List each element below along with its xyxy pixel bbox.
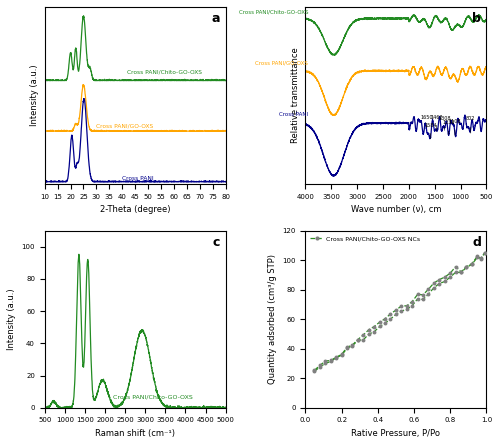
- Point: [468, 260, 476, 267]
- Point: [327, 358, 335, 365]
- Y-axis label: Relative transmittance: Relative transmittance: [291, 48, 300, 143]
- Y-axis label: Intensity (a.u.): Intensity (a.u.): [30, 65, 39, 126]
- Point: [392, 307, 400, 314]
- Text: 1308: 1308: [438, 116, 451, 130]
- Point: [376, 323, 384, 330]
- Point: [441, 278, 449, 285]
- Text: a: a: [212, 12, 220, 25]
- Point: [370, 328, 378, 335]
- Text: Cross PANI: Cross PANI: [279, 112, 308, 117]
- Point: [392, 311, 400, 318]
- Point: [370, 323, 378, 330]
- Point: [338, 351, 345, 358]
- Point: [441, 274, 449, 281]
- Point: [408, 302, 416, 309]
- X-axis label: Raman shift (cm⁻¹): Raman shift (cm⁻¹): [95, 429, 175, 438]
- Text: 802: 802: [466, 117, 475, 133]
- Point: [332, 354, 340, 361]
- Point: [424, 286, 432, 293]
- Text: 1650: 1650: [420, 114, 433, 127]
- Text: Cross PANI: Cross PANI: [122, 176, 154, 181]
- Point: [381, 315, 389, 322]
- Point: [381, 320, 389, 327]
- Point: [322, 360, 330, 367]
- Point: [436, 280, 444, 287]
- Point: [474, 254, 482, 261]
- Point: [468, 261, 476, 268]
- Point: [316, 362, 324, 369]
- Point: [343, 345, 351, 352]
- Point: [348, 341, 356, 348]
- Point: [365, 326, 373, 333]
- Point: [354, 336, 362, 343]
- Point: [477, 255, 485, 262]
- Point: [398, 307, 406, 315]
- Point: [419, 291, 427, 298]
- Point: [386, 310, 394, 317]
- X-axis label: Wave number (ν), cm: Wave number (ν), cm: [350, 205, 441, 214]
- Point: [386, 316, 394, 323]
- Point: [360, 336, 368, 344]
- Text: Cross PANI/Chito-GO-OXS: Cross PANI/Chito-GO-OXS: [114, 394, 193, 399]
- Text: 1108: 1108: [448, 119, 461, 135]
- Text: 1462: 1462: [430, 115, 443, 131]
- Point: [477, 255, 485, 262]
- Point: [446, 274, 454, 281]
- Point: [414, 291, 422, 298]
- Point: [376, 319, 384, 326]
- Point: [327, 357, 335, 364]
- Point: [430, 284, 438, 291]
- Point: [360, 331, 368, 338]
- Point: [436, 276, 444, 283]
- Point: [452, 263, 460, 270]
- Point: [316, 364, 324, 371]
- Text: b: b: [472, 12, 481, 25]
- Point: [365, 331, 373, 338]
- X-axis label: Rative Pressure, P/Po: Rative Pressure, P/Po: [352, 429, 440, 438]
- Text: 3454: 3454: [0, 444, 1, 445]
- Point: [414, 295, 422, 303]
- Text: 1233: 1233: [442, 120, 454, 135]
- Point: [480, 249, 488, 256]
- Text: d: d: [472, 236, 481, 249]
- Point: [452, 269, 460, 276]
- Point: [322, 357, 330, 364]
- Point: [343, 344, 351, 351]
- Legend: Cross PANI/Chito-GO-OXS NCs: Cross PANI/Chito-GO-OXS NCs: [308, 234, 422, 243]
- Point: [338, 352, 345, 359]
- Point: [462, 263, 470, 270]
- Point: [398, 303, 406, 310]
- Text: Cross PANI/GO-OXS: Cross PANI/GO-OXS: [96, 123, 154, 129]
- Text: Cross PANI/GO-OXS: Cross PANI/GO-OXS: [255, 61, 308, 65]
- Point: [310, 367, 318, 374]
- Point: [419, 296, 427, 303]
- Point: [403, 306, 411, 313]
- Point: [310, 368, 318, 375]
- Text: c: c: [213, 236, 220, 249]
- Y-axis label: Intensity (a.u.): Intensity (a.u.): [7, 288, 16, 350]
- Point: [462, 264, 470, 271]
- Point: [424, 291, 432, 298]
- Point: [403, 302, 411, 309]
- Y-axis label: Quantity adsorbed (cm³/g STP): Quantity adsorbed (cm³/g STP): [268, 254, 276, 384]
- Point: [480, 250, 488, 257]
- Point: [348, 342, 356, 349]
- Point: [457, 268, 465, 275]
- Point: [430, 279, 438, 287]
- Point: [332, 354, 340, 361]
- Text: Cross PANI/Chito-GO-OXS: Cross PANI/Chito-GO-OXS: [128, 69, 202, 75]
- Point: [408, 298, 416, 305]
- Text: Cross PANI/Chito-GO-OXS: Cross PANI/Chito-GO-OXS: [238, 10, 308, 15]
- Point: [457, 269, 465, 276]
- Point: [474, 253, 482, 260]
- Point: [446, 270, 454, 277]
- Point: [354, 337, 362, 344]
- Text: 1584: 1584: [424, 123, 436, 139]
- X-axis label: 2-Theta (degree): 2-Theta (degree): [100, 205, 170, 214]
